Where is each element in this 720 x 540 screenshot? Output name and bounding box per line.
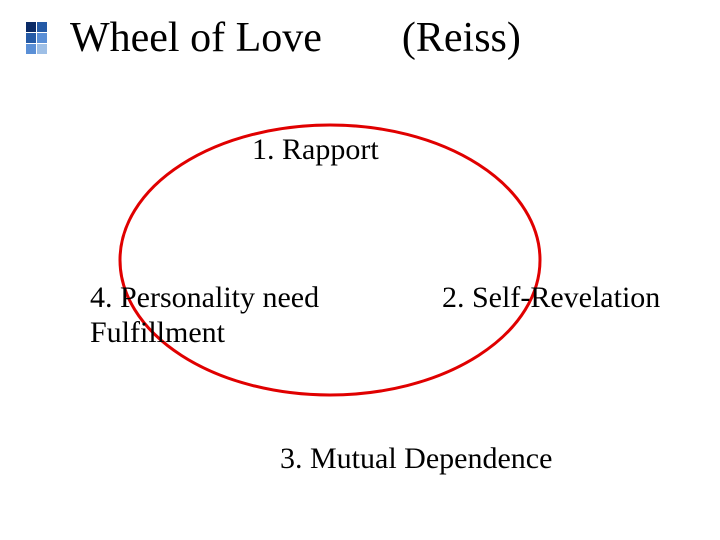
slide: Wheel of Love (Reiss) 1. Rapport 2. Self… [0, 0, 720, 540]
stage-label-2: 2. Self-Revelation [442, 280, 660, 315]
stage-label-1: 1. Rapport [252, 132, 379, 167]
slide-title: Wheel of Love (Reiss) [70, 14, 710, 62]
title-left: Wheel of Love [70, 14, 322, 62]
stage-label-3: 3. Mutual Dependence [280, 441, 552, 476]
bullet-decoration-icon [26, 22, 54, 56]
title-right: (Reiss) [402, 14, 521, 62]
stage-label-4: 4. Personality needFulfillment [90, 280, 380, 351]
